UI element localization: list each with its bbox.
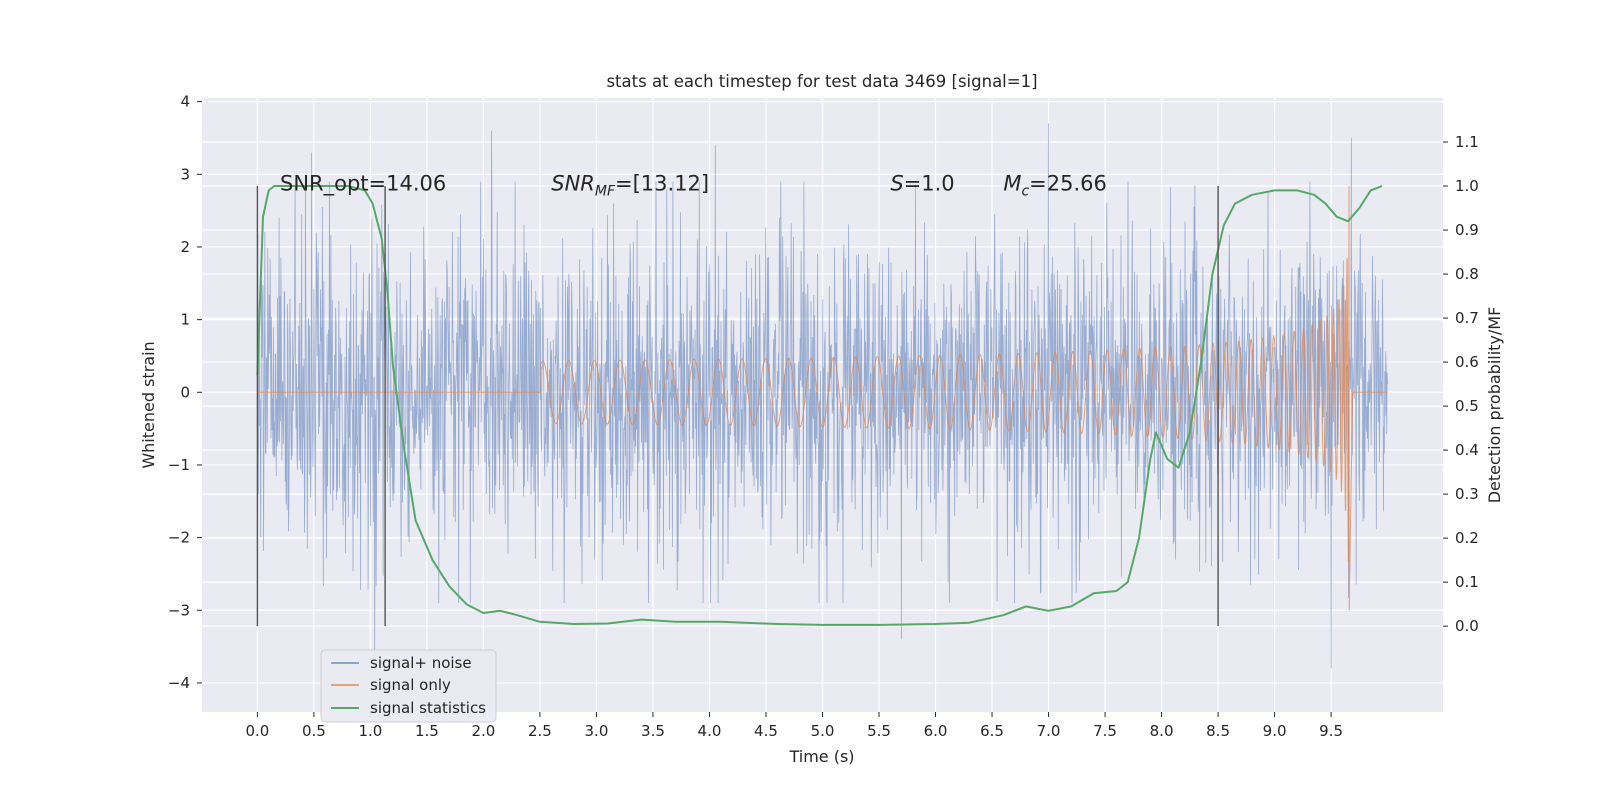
data-layer [256,123,1388,669]
x-tick-label: 0.5 [302,722,326,740]
x-tick-label: 5.0 [811,722,835,740]
y2-tick-label: 0.6 [1455,353,1479,371]
x-tick-label: 8.5 [1206,722,1230,740]
y2-tick-label: 0.3 [1455,485,1479,503]
x-tick-label: 0.0 [245,722,269,740]
x-tick-label: 4.0 [698,722,722,740]
legend-box [320,649,497,723]
y-tick-label: 2 [180,238,190,256]
y-tick-label: −3 [168,601,190,619]
vertical-markers [256,186,1219,627]
x-tick-label: 9.5 [1319,722,1343,740]
y-tick-label: −1 [168,456,190,474]
y2-ticks: 0.0 0.1 0.2 0.3 0.4 0.5 0.6 0.7 0.8 0.9 1.0 1.1 [1443,133,1479,635]
x-tick-label: 6.5 [980,722,1004,740]
chart-title: stats at each timestep for test data 346… [606,72,1037,91]
y-ticks: −4 −3 −2 −1 0 1 2 3 4 [168,93,202,692]
x-tick-label: 3.0 [585,722,609,740]
y2-axis-label: Detection probability/MF [1485,307,1504,504]
annotation-3: Mc=25.66 [1003,171,1107,199]
legend-entry-stats: signal statistics [370,699,486,717]
annotation-2: S=1.0 [890,171,954,195]
y2-tick-label: 0.9 [1455,221,1479,239]
series-noise-line [257,123,1388,669]
x-tick-label: 6.0 [924,722,948,740]
x-tick-label: 5.5 [867,722,891,740]
x-tick-label: 8.0 [1150,722,1174,740]
y2-tick-label: 0.1 [1455,573,1479,591]
y-tick-label: 1 [180,311,190,329]
x-tick-label: 4.5 [754,722,778,740]
x-tick-label: 9.0 [1263,722,1287,740]
y-axis-label: Whitened strain [139,341,158,468]
x-tick-label: 7.5 [1093,722,1117,740]
y-tick-label: 0 [180,383,190,401]
series-signal-line [257,185,1388,611]
x-ticks: 0.0 0.5 1.0 1.5 2.0 2.5 3.0 3.5 4.0 4.5 5.0 5.5 6.0 6… [245,712,1343,740]
y2-tick-label: 1.1 [1455,133,1479,151]
legend-entry-signal: signal only [370,676,451,694]
y-tick-label: 4 [180,93,190,111]
x-tick-label: 7.0 [1037,722,1061,740]
annotation-0: SNR_opt=14.06 [280,171,446,196]
y2-tick-label: 0.2 [1455,529,1479,547]
y2-tick-label: 0.4 [1455,441,1479,459]
y-tick-label: −4 [168,674,190,692]
y-tick-label: 3 [180,165,190,183]
x-tick-label: 3.5 [641,722,665,740]
x-tick-label: 1.5 [415,722,439,740]
series-stats-line [256,185,1383,626]
y2-tick-label: 0.7 [1455,309,1479,327]
annotation-1: SNRMF=[13.12] [551,171,709,199]
annotations: SNR_opt=14.06 SNRMF=[13.12] S=1.0 Mc=25.66 [280,171,1107,199]
y2-tick-label: 0.5 [1455,397,1479,415]
y2-tick-label: 0.8 [1455,265,1479,283]
x-tick-label: 1.0 [358,722,382,740]
x-axis-label: Time (s) [788,747,854,766]
x-tick-label: 2.5 [528,722,552,740]
y-tick-label: −2 [168,529,190,547]
legend-entry-noise: signal+ noise [370,654,472,672]
legend: signal+ noise signal only signal statist… [320,649,497,723]
y2-tick-label: 0.0 [1455,617,1479,635]
x-tick-label: 2.0 [471,722,495,740]
y2-tick-label: 1.0 [1455,177,1479,195]
